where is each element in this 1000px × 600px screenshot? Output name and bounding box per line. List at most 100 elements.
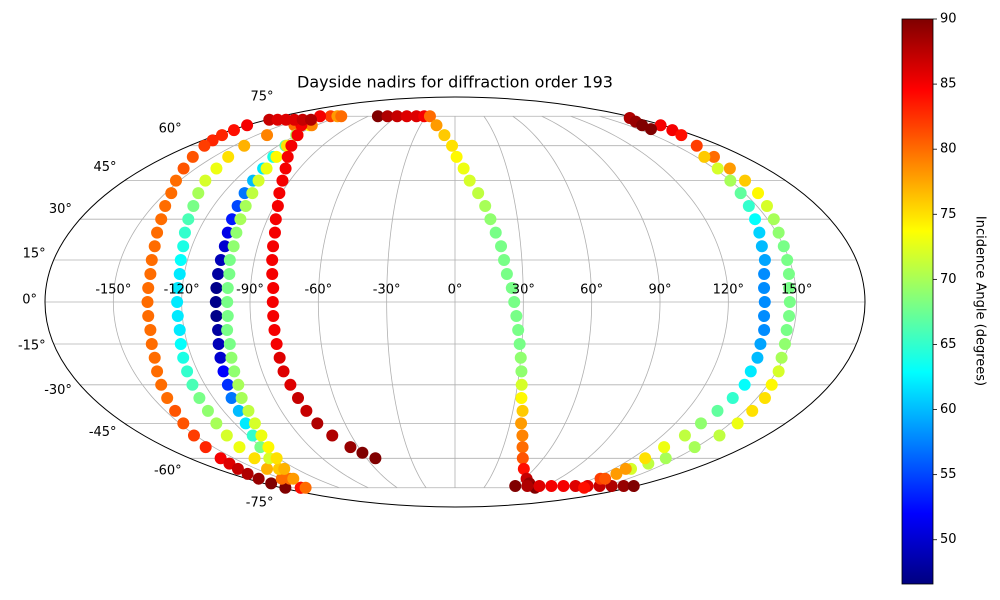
- data-point: [783, 310, 796, 323]
- data-point: [619, 462, 632, 475]
- data-point: [174, 337, 187, 350]
- data-point: [723, 162, 736, 175]
- data-point: [734, 187, 747, 200]
- data-point: [279, 162, 292, 175]
- data-point: [749, 213, 762, 226]
- data-point: [678, 429, 691, 442]
- data-point: [711, 162, 724, 175]
- data-point: [144, 267, 157, 280]
- data-point: [627, 480, 640, 492]
- data-point: [260, 162, 273, 175]
- data-point: [644, 123, 657, 136]
- x-tick-label: -90°: [236, 283, 264, 298]
- data-point: [169, 174, 182, 187]
- data-point: [755, 240, 768, 253]
- data-point: [155, 378, 168, 391]
- x-tick-label: -150°: [95, 283, 131, 298]
- data-point: [235, 391, 248, 404]
- data-point: [760, 200, 773, 213]
- data-point: [305, 113, 318, 126]
- data-point: [767, 213, 780, 226]
- data-point: [248, 452, 261, 465]
- colorbar-label: Incidence Angle (degrees): [973, 216, 988, 386]
- data-point: [314, 110, 327, 123]
- data-point: [177, 351, 190, 364]
- data-point: [515, 365, 528, 378]
- data-point: [252, 472, 265, 485]
- data-point: [267, 281, 280, 294]
- data-point: [515, 391, 528, 404]
- data-point: [193, 391, 206, 404]
- data-point: [742, 200, 755, 213]
- data-point: [500, 267, 513, 280]
- data-point: [227, 124, 240, 137]
- colorbar: [901, 18, 934, 585]
- data-point: [744, 365, 757, 378]
- data-point: [778, 337, 791, 350]
- y-tick-label: 15°: [23, 247, 46, 262]
- data-point: [335, 110, 348, 123]
- data-point: [261, 129, 274, 142]
- data-point: [268, 324, 281, 337]
- data-point: [617, 480, 630, 492]
- data-point: [752, 187, 765, 200]
- data-point: [513, 337, 526, 350]
- data-point: [230, 226, 243, 239]
- data-point: [758, 296, 771, 308]
- data-point: [173, 324, 186, 337]
- data-point: [165, 187, 178, 200]
- data-point: [145, 337, 158, 350]
- data-point: [231, 462, 244, 475]
- data-point: [515, 378, 528, 391]
- data-point: [144, 324, 157, 337]
- data-point: [688, 441, 701, 454]
- data-point: [758, 254, 771, 267]
- data-point: [479, 200, 492, 213]
- data-point: [192, 187, 205, 200]
- data-point: [516, 441, 529, 454]
- data-point: [400, 110, 413, 123]
- data-point: [148, 240, 161, 253]
- points: [141, 110, 796, 494]
- data-point: [287, 472, 300, 485]
- data-point: [239, 200, 252, 213]
- colorbar-tick-label: 75: [940, 207, 957, 222]
- data-point: [288, 113, 301, 126]
- data-point: [214, 254, 227, 267]
- data-point: [212, 324, 225, 337]
- data-point: [234, 213, 247, 226]
- data-point: [423, 110, 436, 123]
- data-point: [508, 296, 521, 308]
- data-point: [161, 391, 174, 404]
- data-point: [746, 404, 759, 417]
- y-tick-label: 60°: [159, 122, 182, 137]
- data-point: [472, 187, 485, 200]
- data-point: [758, 267, 771, 280]
- data-point: [262, 441, 275, 454]
- data-point: [171, 281, 184, 294]
- data-point: [216, 129, 229, 142]
- data-point: [510, 310, 523, 323]
- data-point: [369, 452, 382, 465]
- x-tick-label: 30°: [512, 283, 535, 298]
- data-point: [173, 267, 186, 280]
- data-point: [654, 119, 667, 132]
- y-tick-label: -60°: [154, 463, 182, 478]
- data-point: [300, 404, 313, 417]
- data-point: [210, 281, 223, 294]
- data-point: [151, 365, 164, 378]
- y-tick-label: -75°: [246, 495, 274, 510]
- data-point: [356, 446, 369, 459]
- x-tick-label: 120°: [713, 283, 744, 298]
- map-outline: [44, 96, 866, 508]
- data-point: [246, 429, 259, 442]
- data-point: [232, 404, 245, 417]
- data-point: [221, 378, 234, 391]
- data-point: [187, 429, 200, 442]
- y-tick-label: 75°: [250, 90, 273, 105]
- data-point: [326, 429, 339, 442]
- data-point: [201, 404, 214, 417]
- y-tick-label: 0°: [22, 293, 37, 308]
- data-point: [505, 281, 518, 294]
- data-point: [516, 452, 529, 465]
